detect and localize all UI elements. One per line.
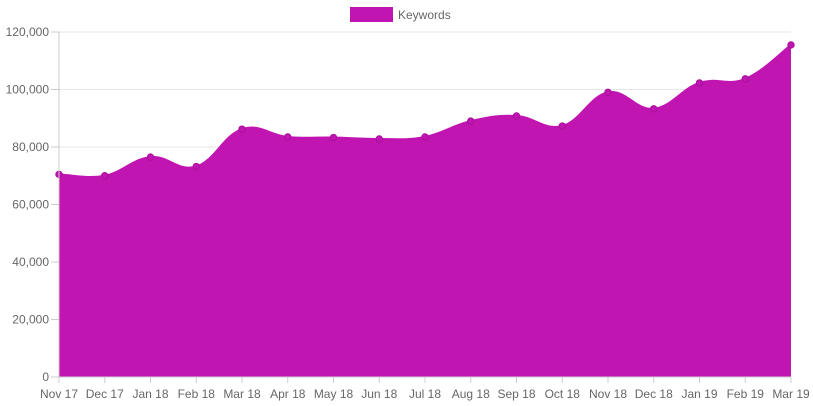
legend[interactable]: Keywords	[350, 7, 451, 22]
x-tick-label: Aug 18	[452, 387, 490, 401]
x-tick-label: Mar 18	[223, 387, 261, 401]
y-tick-label: 100,000	[6, 83, 50, 97]
y-tick-label: 40,000	[12, 255, 49, 269]
y-tick-label: 120,000	[6, 25, 50, 39]
x-tick-label: Jan 19	[681, 387, 717, 401]
y-tick-label: 80,000	[12, 140, 49, 154]
x-tick-label: Jan 18	[132, 387, 168, 401]
data-point[interactable]	[741, 75, 749, 83]
x-tick-label: Jun 18	[361, 387, 397, 401]
x-tick-label: Mar 19	[772, 387, 810, 401]
axes	[51, 31, 792, 383]
data-point[interactable]	[375, 135, 383, 143]
x-tick-label: Nov 17	[40, 387, 78, 401]
data-point[interactable]	[192, 162, 200, 171]
keywords-area-fill	[59, 44, 791, 377]
data-point[interactable]	[421, 133, 429, 141]
data-point[interactable]	[650, 105, 658, 113]
data-point[interactable]	[695, 79, 704, 87]
x-tick-label: Apr 18	[270, 387, 306, 401]
x-tick-label: Feb 19	[727, 387, 765, 401]
data-point[interactable]	[512, 112, 521, 120]
x-tick-label: Feb 18	[178, 387, 216, 401]
x-tick-label: May 18	[314, 387, 354, 401]
x-tick-label: Dec 17	[86, 387, 124, 401]
y-tick-label: 60,000	[12, 198, 49, 212]
x-tick-label: Dec 18	[635, 387, 673, 401]
data-point[interactable]	[467, 117, 475, 125]
y-tick-label: 0	[42, 370, 49, 384]
data-point[interactable]	[604, 88, 612, 97]
data-point[interactable]	[238, 125, 246, 133]
data-point[interactable]	[787, 41, 795, 49]
tick-labels: 0 20,000 40,000 60,000 80,000 100,000 120,000 N…	[6, 25, 810, 401]
data-point[interactable]	[329, 133, 338, 142]
x-tick-label: Oct 18	[545, 387, 581, 401]
data-point[interactable]	[558, 122, 566, 130]
data-point[interactable]	[146, 153, 155, 161]
y-tick-label: 20,000	[12, 313, 49, 327]
x-tick-label: Nov 18	[589, 387, 627, 401]
x-tick-label: Sep 18	[497, 387, 535, 401]
x-tick-label: Jul 18	[409, 387, 441, 401]
data-point[interactable]	[284, 133, 292, 141]
plot-area	[55, 41, 795, 377]
data-point[interactable]	[101, 172, 109, 180]
legend-swatch-keywords[interactable]	[350, 7, 393, 22]
legend-label-keywords[interactable]: Keywords	[398, 8, 451, 22]
